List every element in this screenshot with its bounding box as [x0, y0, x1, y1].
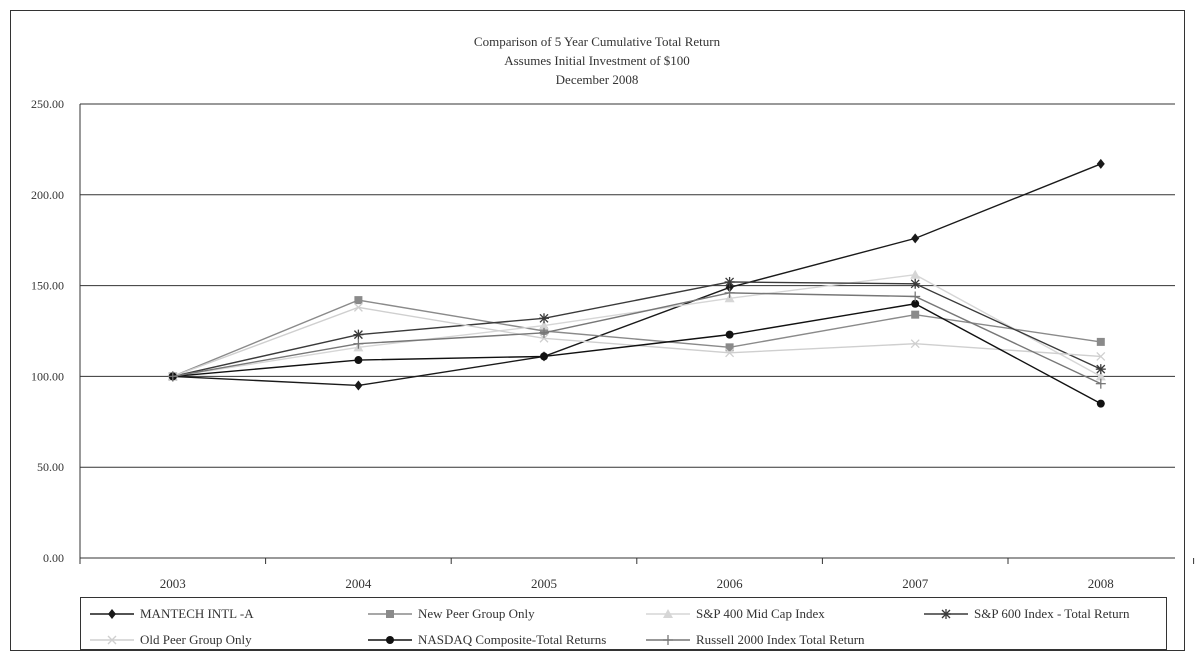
legend-label: S&P 400 Mid Cap Index: [696, 606, 825, 621]
y-tick-label: 150.00: [31, 279, 64, 293]
data-point: [353, 302, 363, 312]
legend-marker: [108, 609, 116, 619]
x-tick-label: 2008: [1088, 576, 1114, 591]
data-point: [911, 310, 920, 319]
data-point: [725, 343, 734, 352]
data-point: [911, 299, 920, 308]
data-point: [354, 356, 363, 365]
data-point: [724, 287, 735, 298]
data-point: [353, 338, 364, 349]
legend-label: Russell 2000 Index Total Return: [696, 632, 865, 647]
y-tick-label: 250.00: [31, 97, 64, 111]
data-point: [910, 269, 921, 279]
series-line: [172, 273, 1102, 378]
data-point: [167, 371, 178, 382]
data-point: [910, 291, 921, 302]
y-tick-label: 100.00: [31, 369, 64, 383]
data-point: [724, 276, 735, 287]
data-point: [539, 327, 549, 338]
series-line: [172, 303, 1102, 405]
legend-marker: [663, 609, 673, 618]
series-line: [172, 163, 1102, 387]
legend-marker: [941, 609, 951, 619]
data-point: [725, 282, 734, 293]
legend-label: S&P 600 Index - Total Return: [974, 606, 1130, 621]
data-point: [1096, 351, 1106, 361]
legend-marker: [386, 636, 394, 644]
data-point: [539, 313, 549, 324]
legend: MANTECH INTL -A New Peer Group Only S&P 40…: [80, 597, 1167, 650]
legend-label: MANTECH INTL -A: [140, 606, 254, 621]
y-tick-label: 50.00: [37, 460, 64, 474]
x-tick-label: 2006: [717, 576, 744, 591]
legend-label: New Peer Group Only: [418, 606, 535, 621]
data-point: [1095, 378, 1106, 389]
legend-marker: [386, 610, 394, 618]
plot-area: 0.00 50.00 100.00 150.00 200.00 250.00 2003 200…: [31, 97, 1195, 591]
legend-label: Old Peer Group Only: [140, 632, 252, 647]
series-line: [172, 292, 1102, 385]
chart-title: Comparison of 5 Year Cumulative Total Re…: [474, 34, 721, 49]
legend-label: NASDAQ Composite-Total Returns: [418, 632, 606, 647]
data-point: [725, 348, 735, 358]
x-tick-label: 2005: [531, 576, 557, 591]
legend-marker: [107, 635, 117, 645]
data-point: [910, 339, 920, 349]
data-point: [1096, 158, 1105, 169]
legend-marker: [663, 635, 673, 645]
x-tick-label: 2007: [902, 576, 929, 591]
data-point: [539, 320, 549, 330]
legend-box: [80, 597, 1167, 650]
y-tick-label: 0.00: [43, 551, 64, 565]
y-tick-label: 200.00: [31, 188, 64, 202]
data-point: [910, 278, 921, 289]
chart-frame: [10, 10, 1185, 651]
data-point: [725, 330, 734, 339]
data-point: [1096, 337, 1105, 346]
data-point: [353, 329, 364, 340]
data-point: [1096, 399, 1105, 408]
chart-subtitle: Assumes Initial Investment of $100: [504, 53, 690, 68]
data-point: [354, 296, 363, 305]
data-point: [354, 380, 363, 391]
chart-subtitle-date: December 2008: [556, 72, 639, 87]
x-tick-label: 2004: [345, 576, 372, 591]
data-point: [539, 333, 549, 343]
series-line: [172, 281, 1102, 378]
series-line: [172, 299, 1101, 378]
data-point: [540, 352, 548, 361]
data-point: [911, 233, 920, 244]
data-point: [1095, 364, 1106, 375]
data-point: [1095, 371, 1106, 381]
x-tick-label: 2003: [160, 576, 186, 591]
